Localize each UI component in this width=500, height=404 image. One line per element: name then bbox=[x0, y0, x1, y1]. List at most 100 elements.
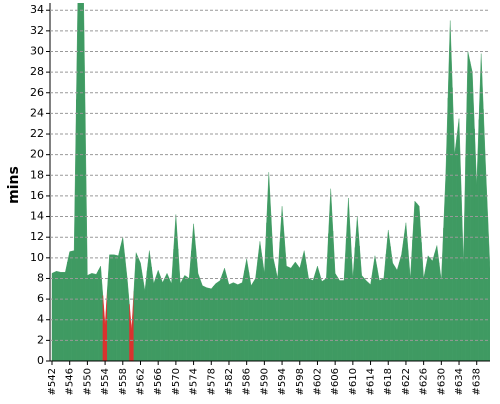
area-segment bbox=[288, 264, 294, 361]
area-segment bbox=[62, 261, 68, 361]
area-segment bbox=[469, 61, 475, 361]
area-segment bbox=[266, 172, 272, 361]
x-tick-label: #638 bbox=[472, 368, 483, 395]
area-segment bbox=[310, 273, 316, 361]
area-segment bbox=[195, 248, 201, 361]
y-tick-label: 2 bbox=[37, 333, 44, 346]
area-segment bbox=[461, 157, 466, 361]
x-tick-label: #582 bbox=[224, 368, 235, 395]
area-segment bbox=[230, 282, 236, 361]
area-segment bbox=[213, 281, 219, 361]
area-segment bbox=[151, 267, 157, 361]
y-tick-label: 22 bbox=[30, 127, 44, 140]
x-tick-label: #634 bbox=[454, 368, 465, 395]
area-segment bbox=[275, 242, 281, 361]
x-tick-label: #578 bbox=[206, 368, 217, 395]
x-tick-label: #562 bbox=[135, 368, 146, 395]
y-tick-label: 32 bbox=[30, 24, 44, 37]
area-segment bbox=[217, 274, 223, 361]
area-segment bbox=[71, 99, 77, 361]
area-segment bbox=[76, 3, 81, 361]
y-tick-label: 8 bbox=[37, 271, 44, 284]
area-segment bbox=[164, 272, 170, 361]
area-segment bbox=[257, 241, 263, 361]
area-segment bbox=[403, 222, 409, 361]
area-segment bbox=[430, 253, 435, 361]
area-segment bbox=[58, 271, 64, 361]
area-segment bbox=[93, 270, 99, 361]
area-segment bbox=[487, 216, 490, 361]
area-segment bbox=[350, 238, 356, 361]
area-segment bbox=[133, 252, 139, 361]
y-tick-label: 16 bbox=[30, 189, 44, 202]
area-segment bbox=[89, 273, 95, 361]
area-segment bbox=[346, 197, 351, 361]
y-tick-label: 4 bbox=[37, 313, 44, 326]
area-segment bbox=[107, 254, 112, 361]
area-segment bbox=[385, 229, 391, 361]
y-tick-label: 24 bbox=[30, 106, 44, 119]
x-tick-label: #558 bbox=[118, 368, 129, 395]
y-tick-label: 0 bbox=[37, 354, 44, 367]
area-segment bbox=[84, 111, 90, 361]
x-tick-label: #614 bbox=[366, 368, 377, 395]
area-segment bbox=[208, 285, 214, 361]
area-segment bbox=[173, 214, 179, 361]
area-segment bbox=[248, 272, 254, 361]
area-segment bbox=[416, 203, 422, 361]
x-tick-label: #570 bbox=[171, 368, 182, 395]
area-segment bbox=[102, 289, 108, 361]
area-segment bbox=[394, 262, 400, 361]
y-tick-label: 18 bbox=[30, 168, 44, 181]
area-segment bbox=[447, 20, 453, 361]
area-segment bbox=[434, 245, 440, 361]
area-segment bbox=[182, 275, 188, 361]
x-tick-label: #574 bbox=[189, 368, 200, 395]
x-tick-label: #542 bbox=[47, 368, 58, 395]
area-segment bbox=[478, 53, 484, 361]
area-segment bbox=[138, 257, 143, 361]
area-segment bbox=[297, 259, 303, 361]
area-segment bbox=[319, 273, 325, 361]
area-segment bbox=[438, 227, 444, 361]
x-tick-label: #590 bbox=[259, 368, 270, 395]
area-segment bbox=[341, 239, 347, 361]
area-segment bbox=[328, 188, 334, 361]
area-segment bbox=[98, 265, 104, 361]
x-tick-label: #602 bbox=[312, 368, 323, 395]
area-segment bbox=[372, 255, 378, 361]
area-segment bbox=[239, 270, 245, 361]
area-segment bbox=[51, 271, 55, 361]
y-tick-label: 14 bbox=[30, 210, 44, 223]
area-segment bbox=[412, 200, 418, 361]
area-segment bbox=[244, 258, 250, 361]
y-tick-label: 34 bbox=[30, 3, 44, 16]
area-segment bbox=[354, 216, 360, 361]
area-segment bbox=[253, 259, 258, 361]
area-segment bbox=[332, 230, 338, 361]
area-segment bbox=[279, 206, 285, 361]
area-segment bbox=[359, 245, 365, 361]
y-tick-label: 20 bbox=[30, 148, 44, 161]
area-segment bbox=[381, 254, 387, 361]
area-segment bbox=[390, 246, 396, 361]
x-tick-label: #566 bbox=[153, 368, 164, 395]
y-tick-label: 12 bbox=[30, 230, 44, 243]
area-segment bbox=[204, 286, 210, 361]
y-tick-label: 26 bbox=[30, 86, 44, 99]
area-segment bbox=[315, 265, 320, 361]
plot-area bbox=[51, 3, 490, 361]
area-segment bbox=[261, 222, 267, 361]
area-segment bbox=[483, 109, 488, 361]
area-segment bbox=[270, 215, 276, 361]
area-segment bbox=[186, 251, 192, 361]
area-segment bbox=[368, 270, 373, 361]
area-segment bbox=[146, 250, 152, 361]
x-tick-label: #554 bbox=[100, 368, 111, 395]
area-segment bbox=[421, 242, 427, 361]
area-segment bbox=[399, 238, 404, 361]
area-segment bbox=[67, 250, 73, 361]
area-segment bbox=[443, 97, 449, 361]
area-segment bbox=[124, 257, 130, 361]
